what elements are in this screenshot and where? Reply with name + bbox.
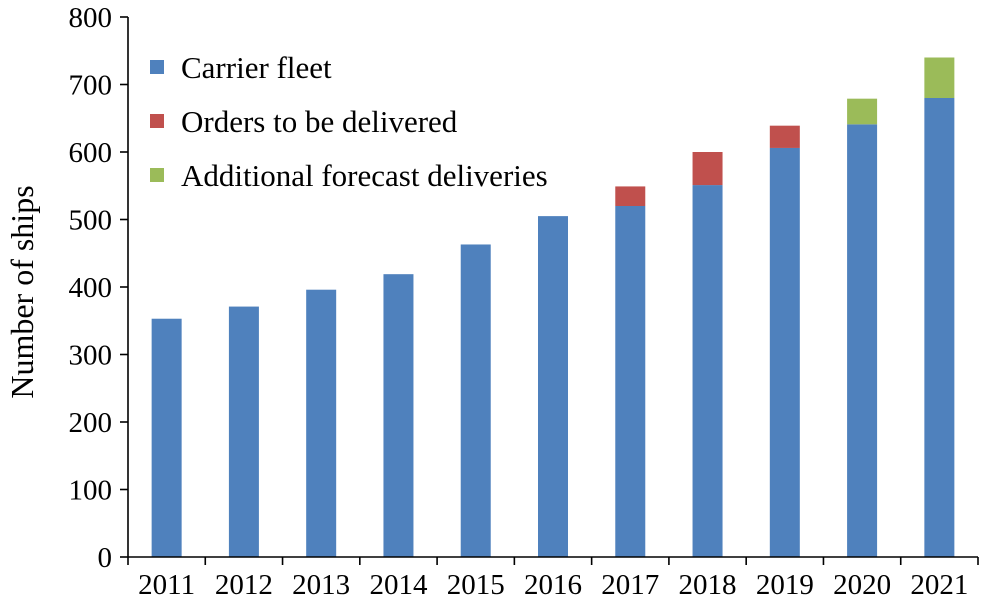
y-tick-label: 700 (69, 70, 113, 102)
x-tick-label: 2013 (292, 569, 350, 601)
x-tick-label: 2016 (524, 569, 582, 601)
x-tick-label: 2012 (215, 569, 273, 601)
y-tick-label: 400 (69, 272, 113, 304)
legend-swatch (150, 168, 164, 182)
bar-segment-2 (615, 186, 646, 206)
bars-group (151, 57, 955, 557)
legend-label: Carrier fleet (181, 50, 332, 85)
legend-label: Additional forecast deliveries (181, 158, 548, 193)
bar-segment-2 (692, 152, 723, 186)
x-tick-label: 2014 (369, 569, 428, 601)
bar-segment-1 (383, 274, 414, 557)
legend-swatch (150, 60, 164, 74)
y-tick-label: 500 (69, 205, 113, 237)
y-tick-label: 300 (69, 340, 113, 372)
y-tick-label: 100 (69, 475, 113, 507)
legend-swatch (150, 114, 164, 128)
y-tick-label: 200 (69, 407, 113, 439)
bar-segment-2 (769, 125, 800, 148)
bar-segment-1 (692, 185, 723, 557)
x-tick-label: 2018 (679, 569, 737, 601)
bar-segment-1 (847, 124, 878, 557)
bar-segment-3 (847, 98, 878, 125)
x-axis-ticks: 2011 2012 2013 2014 2015 2016 2017 2018 2019 2020… (127, 557, 979, 601)
y-axis-ticks: 0 100 200 300 400 500 600 700 800 (69, 2, 128, 574)
bar-segment-1 (538, 216, 568, 557)
x-tick-label: 2017 (601, 569, 659, 601)
bar-segment-1 (460, 244, 491, 557)
legend: Carrier fleet Orders to be delivered Addit… (150, 50, 548, 193)
y-tick-label: 0 (98, 542, 113, 574)
bar-segment-1 (615, 206, 646, 557)
y-axis-title: Number of ships (4, 185, 40, 398)
bar-segment-1 (924, 98, 955, 557)
y-tick-label: 600 (69, 137, 113, 169)
x-tick-label: 2020 (833, 569, 891, 601)
bar-segment-1 (769, 147, 800, 557)
bar-segment-3 (924, 57, 955, 98)
x-tick-label: 2011 (138, 569, 195, 601)
bar-segment-1 (151, 318, 182, 557)
bar-segment-1 (228, 306, 259, 557)
legend-label: Orders to be delivered (181, 104, 458, 139)
x-tick-label: 2019 (756, 569, 814, 601)
bar-segment-1 (306, 289, 337, 557)
x-tick-label: 2015 (447, 569, 505, 601)
y-tick-label: 800 (69, 2, 113, 34)
x-tick-label: 2021 (910, 569, 968, 601)
